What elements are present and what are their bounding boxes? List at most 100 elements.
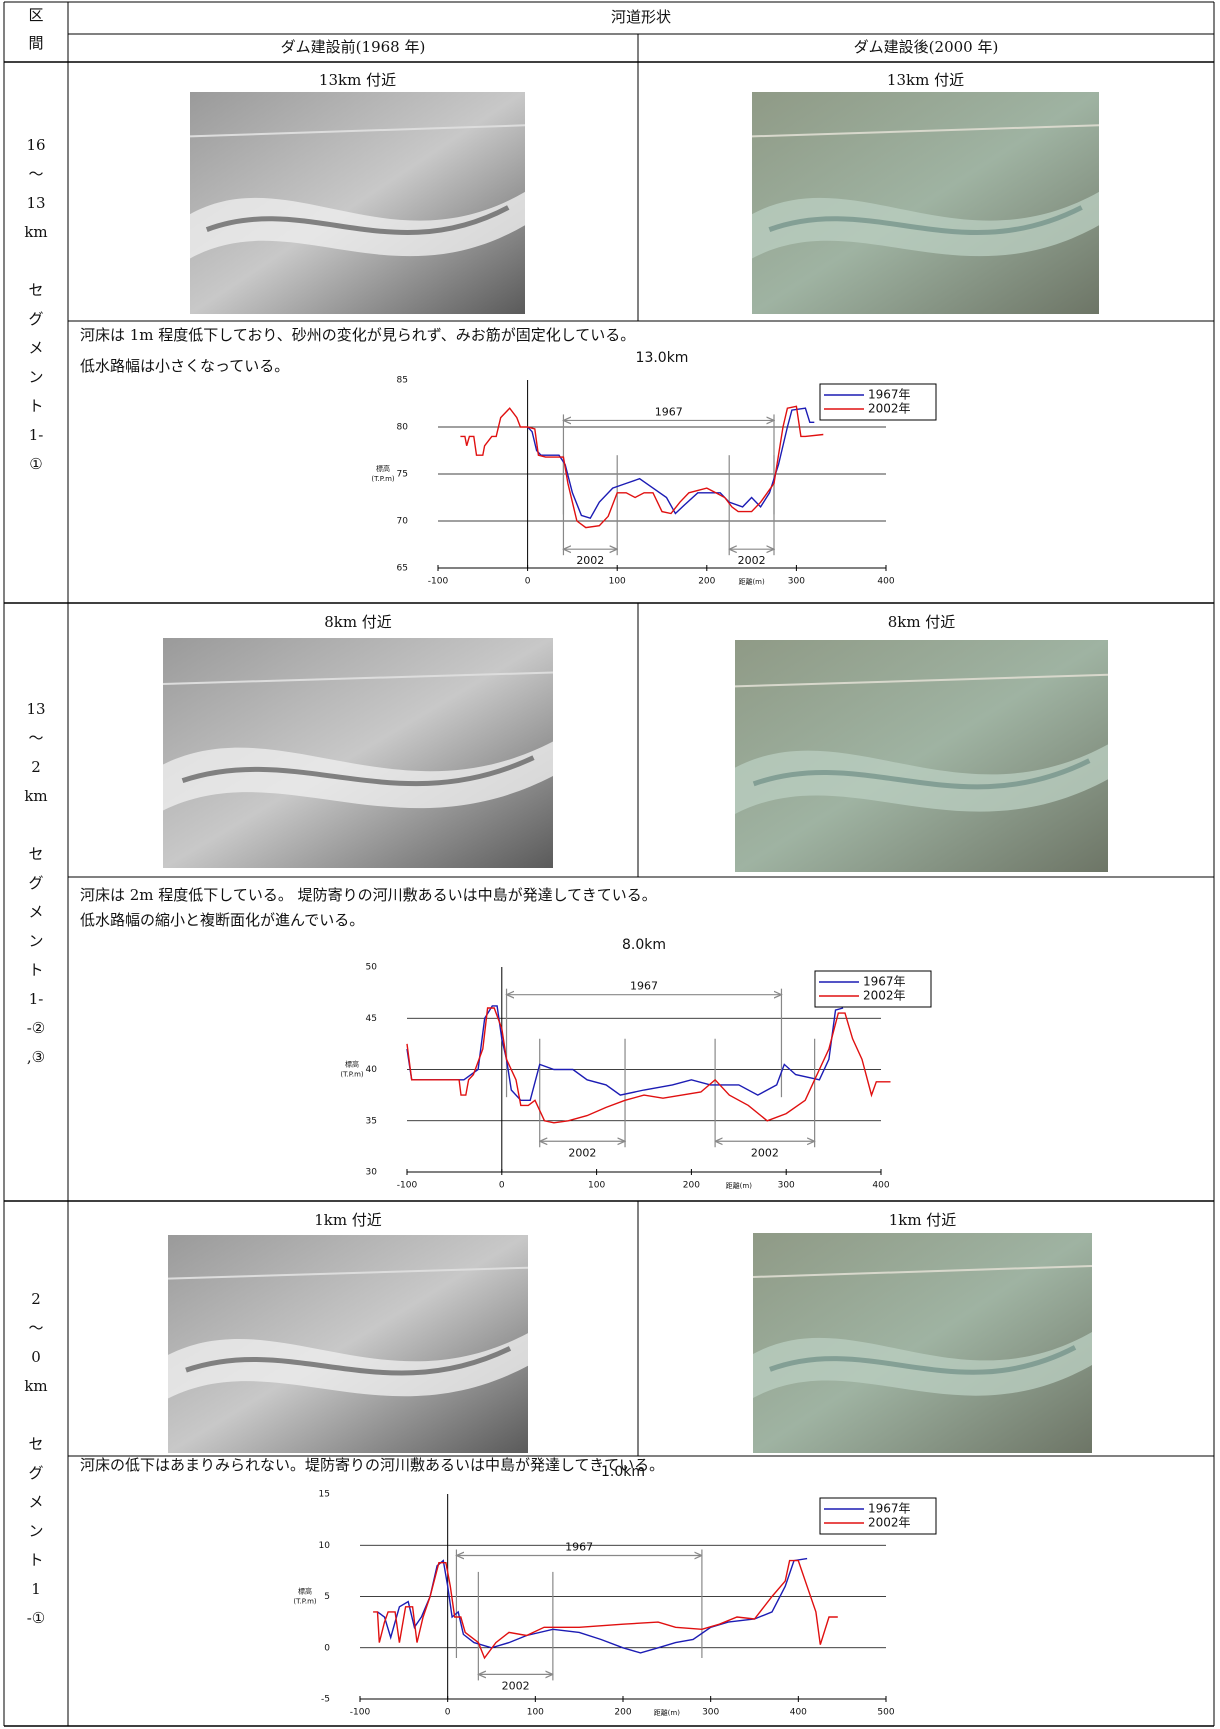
profile-line xyxy=(406,1007,891,1124)
span-label: 2002 xyxy=(576,554,604,567)
section-label: セ xyxy=(28,845,43,863)
legend-label: 2002年 xyxy=(868,1516,911,1530)
channel-shape xyxy=(185,1346,512,1376)
x-tick-label: 200 xyxy=(683,1181,700,1191)
span-label: 2002 xyxy=(568,1146,596,1159)
section-label: 1- xyxy=(29,990,44,1008)
profile-line xyxy=(373,1559,838,1660)
section-label: -① xyxy=(27,1609,46,1627)
profile-line xyxy=(460,405,824,529)
y-tick-label: 40 xyxy=(366,1065,378,1075)
photo-caption: 8km 付近 xyxy=(324,613,392,631)
section-label: 16 xyxy=(26,136,45,154)
section-label: ト xyxy=(28,961,43,979)
y-tick-label: 30 xyxy=(366,1168,378,1178)
y-tick-label: 80 xyxy=(397,423,409,433)
section-label: ン xyxy=(28,1522,43,1540)
y-tick-label: 35 xyxy=(366,1116,377,1126)
section-label: km xyxy=(24,223,47,241)
span-label: 1967 xyxy=(565,1541,593,1554)
x-tick-label: 100 xyxy=(527,1708,544,1718)
y-tick-label: 5 xyxy=(324,1592,330,1602)
chart-title: 1.0km xyxy=(601,1464,645,1480)
section-label: ① xyxy=(29,455,42,473)
span-label: 2002 xyxy=(502,1679,530,1692)
x-tick-label: 500 xyxy=(877,1708,894,1718)
x-tick-label: 100 xyxy=(588,1181,605,1191)
description: 低水路幅は小さくなっている。 xyxy=(80,357,289,375)
profile-line xyxy=(527,407,815,520)
x-tick-label: 300 xyxy=(702,1708,719,1718)
y-tick-label: 70 xyxy=(397,517,409,527)
section-label: セ xyxy=(28,281,43,299)
y-tick-label: 45 xyxy=(366,1014,377,1024)
section-label: 1- xyxy=(29,426,44,444)
header-section: 間 xyxy=(28,34,43,52)
chart-title: 13.0km xyxy=(636,350,689,366)
description: 河床は 2m 程度低下している。 堤防寄りの河川敷あるいは中島が発達してきている… xyxy=(80,886,657,904)
header-before: ダム建設前(1968 年) xyxy=(281,38,426,56)
photo-caption: 1km 付近 xyxy=(314,1211,382,1229)
legend-box xyxy=(819,383,937,421)
x-tick-label: 0 xyxy=(499,1181,505,1191)
levee xyxy=(751,124,1100,138)
section-label: ト xyxy=(28,1551,43,1569)
x-tick-label: 0 xyxy=(525,577,531,587)
section-label: km xyxy=(24,787,47,805)
description: 河床は 1m 程度低下しており、砂州の変化が見られず、みお筋が固定化している。 xyxy=(80,326,635,344)
span-label: 1967 xyxy=(655,405,683,418)
y-axis-label: (T.P.m) xyxy=(371,475,395,483)
section-label: メ xyxy=(28,903,43,921)
levee xyxy=(752,1265,1093,1278)
section-label: 2 xyxy=(31,1290,41,1308)
legend-label: 1967年 xyxy=(868,1502,911,1516)
x-axis-label: 距離(m) xyxy=(738,577,765,586)
y-axis-label: 標高 xyxy=(298,1587,312,1596)
section-label: 13 xyxy=(26,194,45,212)
y-tick-label: 15 xyxy=(319,1490,330,1500)
x-tick-label: 400 xyxy=(877,577,894,587)
y-tick-label: 10 xyxy=(319,1541,331,1551)
section-label: 1 xyxy=(31,1580,41,1598)
section-label: メ xyxy=(28,339,43,357)
section-label: -② xyxy=(27,1019,46,1037)
river-shape xyxy=(752,191,1099,259)
section-label: メ xyxy=(28,1493,43,1511)
y-tick-label: 0 xyxy=(324,1643,330,1653)
section-label: グ xyxy=(28,1464,43,1482)
river-shape xyxy=(168,1333,528,1399)
header-section: 区 xyxy=(28,6,43,24)
section-label: ～ xyxy=(28,1319,43,1337)
y-tick-label: 50 xyxy=(366,963,378,973)
legend-box xyxy=(819,1497,937,1535)
x-axis-label: 距離(m) xyxy=(726,1181,753,1190)
y-axis-label: 標高 xyxy=(376,464,390,473)
x-axis-label: 距離(m) xyxy=(654,1708,681,1717)
header-title: 河道形状 xyxy=(611,8,671,26)
x-tick-label: 100 xyxy=(609,577,626,587)
section-label: 13 xyxy=(26,700,45,718)
section-label: グ xyxy=(28,310,43,328)
x-tick-label: -100 xyxy=(350,1708,371,1718)
y-axis-label: 標高 xyxy=(345,1060,359,1069)
section-label: ～ xyxy=(28,165,43,183)
river-shape xyxy=(190,191,525,259)
profile-line xyxy=(406,1005,844,1101)
chart-title: 8.0km xyxy=(622,937,666,953)
levee xyxy=(734,673,1109,688)
profile-line xyxy=(377,1557,808,1654)
section-label: グ xyxy=(28,874,43,892)
channel-shape xyxy=(205,205,510,236)
legend-label: 1967年 xyxy=(868,388,911,402)
channel-shape xyxy=(181,755,535,786)
span-label: 2002 xyxy=(738,554,766,567)
section-label: セ xyxy=(28,1435,43,1453)
x-tick-label: 200 xyxy=(698,577,715,587)
legend-label: 2002年 xyxy=(863,989,906,1003)
channel-shape xyxy=(769,1345,1077,1375)
section-label: 2 xyxy=(31,758,41,776)
y-axis-label: (T.P.m) xyxy=(293,1598,317,1606)
channel-shape xyxy=(768,205,1083,236)
